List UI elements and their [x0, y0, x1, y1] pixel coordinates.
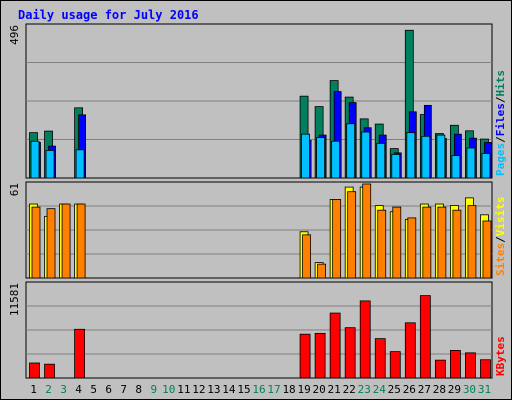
- kbytes-bar: [434, 359, 446, 379]
- legend-separator: /: [494, 136, 507, 143]
- kbytes-bar: [389, 351, 401, 379]
- pages-bar: [481, 153, 491, 179]
- sites-bar: [407, 217, 417, 279]
- sites-bar: [377, 209, 387, 279]
- day-label: 4: [75, 383, 82, 396]
- pages-bar: [75, 149, 85, 179]
- kbytes-bar: [419, 295, 431, 379]
- pages-bar: [45, 150, 55, 179]
- sites-bar: [332, 199, 342, 279]
- sites-bar: [302, 234, 311, 279]
- legend-kbytes: KBytes: [494, 336, 507, 376]
- day-label: 23: [358, 383, 371, 396]
- legend-pages: Pages: [494, 143, 507, 176]
- legend-sites: Sites: [494, 243, 507, 276]
- day-label: 20: [313, 383, 326, 396]
- day-label: 16: [252, 383, 265, 396]
- day-label: 27: [418, 383, 431, 396]
- day-label: 5: [90, 383, 97, 396]
- day-label: 8: [135, 383, 142, 396]
- kbytes-bar: [29, 362, 40, 379]
- pages-bar: [406, 132, 416, 179]
- legend-2: Sites/Visits: [494, 197, 507, 277]
- day-label: 26: [403, 383, 416, 396]
- kbytes-bar: [404, 322, 416, 379]
- sites-bar: [76, 203, 86, 279]
- day-label: 24: [373, 383, 387, 396]
- pages-bar: [421, 135, 431, 179]
- chart-title: Daily usage for July 2016: [18, 8, 199, 22]
- pages-bar: [301, 133, 310, 179]
- sites-bar: [317, 263, 327, 279]
- kbytes-bar: [374, 338, 386, 379]
- sites-bar: [392, 206, 402, 279]
- sites-bar: [437, 206, 447, 279]
- legend-1: Pages/Files/Hits: [494, 70, 507, 176]
- day-label: 18: [282, 383, 295, 396]
- kbytes-bar: [329, 312, 341, 379]
- kbytes-bar: [359, 300, 371, 379]
- day-label: 21: [328, 383, 341, 396]
- day-label: 25: [388, 383, 401, 396]
- pages-bar: [451, 155, 461, 179]
- kbytes-bar: [299, 333, 311, 379]
- y-max-label: 61: [8, 183, 21, 196]
- legend-hits: Hits: [494, 70, 507, 97]
- day-label: 28: [433, 383, 446, 396]
- sites-bar: [347, 191, 357, 279]
- pages-bar: [391, 154, 401, 179]
- day-label: 13: [207, 383, 220, 396]
- day-label: 30: [463, 383, 476, 396]
- day-label: 17: [267, 383, 280, 396]
- pages-bar: [331, 140, 341, 179]
- day-label: 1: [30, 383, 37, 396]
- pages-bar: [30, 140, 40, 179]
- sites-bar: [61, 203, 71, 279]
- pages-bar: [361, 131, 371, 179]
- day-label: 11: [177, 383, 190, 396]
- sites-bar: [46, 208, 56, 279]
- day-label: 6: [105, 383, 112, 396]
- pages-bar: [346, 123, 356, 179]
- day-label: 31: [478, 383, 491, 396]
- kbytes-bar: [344, 327, 356, 379]
- legend-visits: Visits: [494, 197, 507, 237]
- pages-bar: [376, 142, 386, 179]
- day-label: 14: [222, 383, 236, 396]
- kbytes-bar: [450, 350, 461, 379]
- sites-bar: [31, 206, 41, 279]
- kbytes-bar: [74, 328, 85, 379]
- pages-bar: [466, 147, 476, 179]
- day-label: 3: [60, 383, 67, 396]
- sites-bar: [467, 205, 477, 279]
- legend-separator: /: [494, 96, 507, 103]
- day-label: 9: [150, 383, 157, 396]
- y-max-label: 11581: [8, 283, 21, 316]
- kbytes-bar: [314, 332, 326, 379]
- sites-bar: [422, 206, 432, 279]
- day-label: 7: [120, 383, 127, 396]
- sites-bar: [452, 209, 462, 279]
- legend-3: KBytes: [494, 336, 507, 376]
- sites-bar: [482, 220, 492, 279]
- day-label: 12: [192, 383, 205, 396]
- legend-files: Files: [494, 103, 507, 136]
- day-label: 2: [45, 383, 52, 396]
- kbytes-bar: [44, 363, 55, 379]
- day-label: 19: [297, 383, 310, 396]
- y-max-label: 496: [8, 25, 21, 45]
- day-label: 15: [237, 383, 250, 396]
- sites-bar: [362, 183, 372, 279]
- kbytes-bar: [480, 359, 491, 379]
- day-label: 22: [343, 383, 356, 396]
- pages-bar: [436, 134, 446, 179]
- pages-bar: [316, 137, 326, 179]
- day-label: 29: [448, 383, 461, 396]
- kbytes-bar: [465, 352, 476, 379]
- day-label: 10: [162, 383, 175, 396]
- legend-separator: /: [494, 236, 507, 243]
